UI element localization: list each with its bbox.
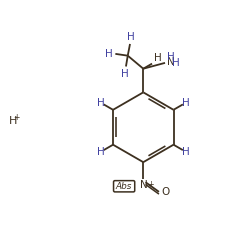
Text: H: H <box>120 69 128 79</box>
Text: H: H <box>181 98 189 108</box>
Text: H: H <box>171 58 179 68</box>
FancyBboxPatch shape <box>113 181 134 192</box>
Text: N: N <box>139 180 147 190</box>
Text: H: H <box>166 52 174 62</box>
Text: H: H <box>154 53 161 63</box>
Text: H: H <box>181 147 189 157</box>
Text: H: H <box>105 49 113 59</box>
Text: +: + <box>13 113 20 122</box>
Text: H: H <box>127 32 134 42</box>
Text: H: H <box>97 147 104 157</box>
Text: H: H <box>8 115 17 126</box>
Text: +: + <box>147 180 153 188</box>
Text: Abs: Abs <box>116 182 132 191</box>
Text: O: O <box>160 187 169 197</box>
Text: N: N <box>166 57 174 67</box>
Text: H: H <box>97 98 104 108</box>
